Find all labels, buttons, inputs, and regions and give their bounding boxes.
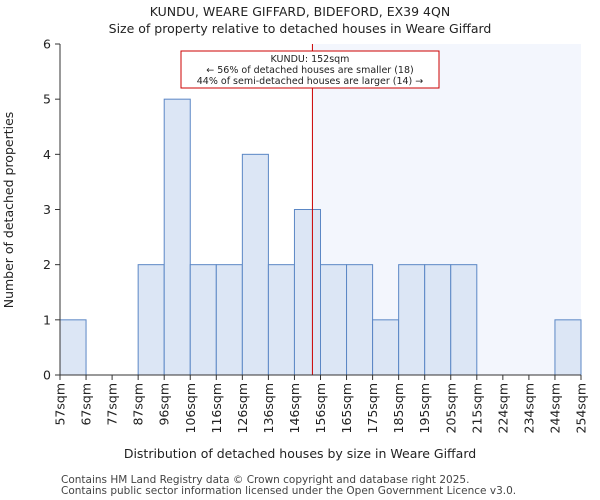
x-tick-label: 234sqm	[521, 383, 536, 433]
x-tick-label: 205sqm	[443, 383, 458, 433]
bar-185sqm	[398, 264, 426, 376]
y-tick-label: 3	[43, 202, 51, 217]
marker-annotation: KUNDU: 152sqm ← 56% of detached houses a…	[180, 50, 440, 89]
chart-title: KUNDU, WEARE GIFFARD, BIDEFORD, EX39 4QN	[150, 4, 450, 19]
x-tick-label: 156sqm	[313, 383, 328, 433]
x-tick-label: 175sqm	[365, 383, 380, 433]
x-tick-label: 146sqm	[287, 383, 302, 433]
x-tick-label: 254sqm	[574, 383, 589, 433]
y-tick-label: 5	[43, 92, 51, 107]
x-tick-label: 136sqm	[261, 383, 276, 433]
annotation-line-2: ← 56% of detached houses are smaller (18…	[206, 65, 413, 76]
bar-205sqm	[450, 264, 478, 376]
x-tick-label: 126sqm	[235, 383, 250, 433]
bar-156sqm	[320, 264, 348, 376]
annotation-line-3: 44% of semi-detached houses are larger (…	[197, 76, 424, 87]
chart-subtitle: Size of property relative to detached ho…	[109, 21, 492, 36]
x-tick-label: 87sqm	[131, 383, 146, 426]
x-tick-label: 215sqm	[469, 383, 484, 433]
y-tick-label: 2	[43, 257, 51, 272]
annotation-box	[180, 50, 440, 89]
x-tick-label: 244sqm	[547, 383, 562, 433]
y-tick-label: 0	[43, 368, 51, 383]
plot-area: 0 1 2 3 4 5 6 57sqm 67sqm 77sqm 87sqm 96sqm 106sqm 1…	[43, 37, 588, 434]
y-tick-label: 1	[43, 312, 51, 327]
footer-line-1: Contains HM Land Registry data © Crown c…	[61, 474, 469, 486]
x-tick-label: 224sqm	[495, 383, 510, 433]
bar-116sqm	[215, 264, 243, 376]
x-tick-label: 185sqm	[391, 383, 406, 433]
x-tick-label: 57sqm	[53, 383, 68, 426]
bar-175sqm	[372, 319, 400, 376]
bar-57sqm	[59, 319, 87, 376]
x-tick-label: 116sqm	[209, 383, 224, 433]
y-tick-label: 6	[43, 37, 51, 52]
y-axis-label: Number of detached properties	[1, 112, 16, 309]
x-tick-label: 195sqm	[417, 383, 432, 433]
x-ticks-group: 57sqm 67sqm 77sqm 87sqm 96sqm 106sqm 116sqm 126…	[53, 375, 589, 433]
bar-195sqm	[424, 264, 452, 376]
bar-136sqm	[267, 264, 295, 376]
annotation-line-1: KUNDU: 152sqm	[271, 54, 350, 65]
bar-96sqm	[163, 98, 191, 376]
x-axis-label: Distribution of detached houses by size …	[124, 446, 476, 461]
bar-165sqm	[346, 264, 374, 376]
bar-126sqm	[241, 153, 269, 376]
y-tick-label: 4	[43, 147, 51, 162]
bars-group	[59, 98, 582, 376]
bar-244sqm	[554, 319, 582, 376]
bar-106sqm	[189, 264, 217, 376]
footer-line-2: Contains public sector information licen…	[61, 485, 516, 497]
x-tick-label: 165sqm	[339, 383, 354, 433]
x-tick-label: 96sqm	[157, 383, 172, 426]
bar-146sqm	[293, 209, 322, 376]
y-ticks-group: 0 1 2 3 4 5 6	[43, 37, 60, 383]
x-tick-label: 77sqm	[105, 383, 120, 426]
x-tick-label: 67sqm	[79, 383, 94, 426]
bar-87sqm	[137, 264, 165, 376]
x-tick-label: 106sqm	[183, 383, 198, 433]
